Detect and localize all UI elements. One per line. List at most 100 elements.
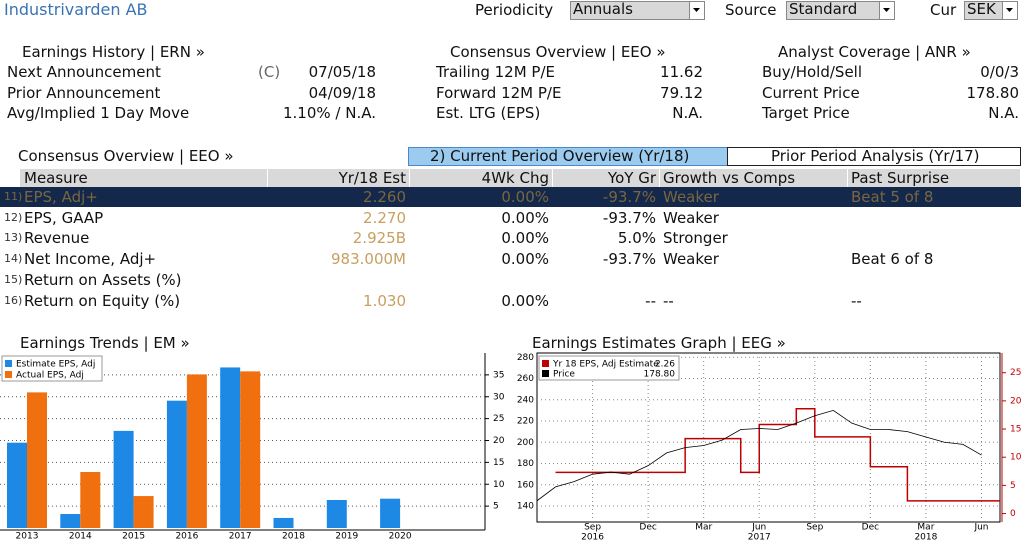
bar: [186, 374, 207, 528]
row-number: 16): [4, 293, 23, 307]
cell: 2.260: [363, 188, 406, 206]
y2-tick-label: 15: [1010, 425, 1021, 435]
section-title[interactable]: Analyst Coverage | ANR »: [778, 43, 971, 61]
arrow-icon: [883, 8, 890, 12]
y-tick-label: 15: [493, 458, 504, 468]
y-tick-label: 140: [517, 502, 534, 512]
row-number: 11): [4, 190, 23, 203]
x-tick-label: Dec: [862, 523, 879, 533]
legend-label: Estimate EPS, Adj: [16, 360, 95, 370]
x-tick-label: Mar: [917, 523, 934, 533]
chart-title[interactable]: Earnings Estimates Graph | EEG »: [532, 334, 786, 352]
x-tick-label: Mar: [695, 523, 712, 533]
cell: 1.030: [363, 291, 406, 310]
section-title[interactable]: Consensus Overview | EEO »: [450, 43, 666, 61]
dropdown-value[interactable]: Standard: [789, 0, 858, 18]
section-title[interactable]: Earnings History | ERN »: [22, 43, 205, 61]
y-tick-label: 160: [517, 480, 534, 490]
y-tick-label: 280: [517, 353, 534, 363]
y-tick-label: 180: [517, 459, 534, 469]
summary-value: 0/0/3: [980, 63, 1019, 81]
summary-flag: (C): [258, 63, 281, 81]
column-header-cell: [660, 169, 847, 188]
summary-value: 07/05/18: [308, 63, 376, 81]
legend-value: 178.80: [644, 370, 676, 380]
y-tick-label: 200: [517, 438, 534, 448]
summary-value: 79.12: [660, 83, 703, 102]
column-header: Yr/18 Est: [338, 169, 406, 187]
control-label: Periodicity: [475, 1, 554, 19]
row-highlight: [0, 187, 1021, 207]
column-header: Growth vs Comps: [663, 169, 796, 187]
bar: [240, 371, 261, 528]
y-tick-label: 30: [493, 392, 505, 402]
cell: 0.00%: [501, 291, 549, 310]
control-label: Cur: [930, 1, 957, 19]
title: Industrivarden AB: [4, 0, 148, 19]
y-tick-label: 240: [517, 395, 534, 405]
cell: Weaker: [663, 250, 719, 269]
legend: [1, 355, 103, 382]
cell: 5.0%: [617, 229, 656, 248]
y2-tick-label: 10: [1010, 453, 1022, 463]
tab-label[interactable]: Prior Period Analysis (Yr/17): [771, 147, 980, 165]
x-tick-label: 2016: [175, 532, 198, 542]
summary-value: N.A.: [988, 104, 1019, 123]
summary-label: Trailing 12M P/E: [436, 63, 555, 81]
x-tick-label: 2018: [282, 532, 305, 542]
legend-value: 2.26: [655, 360, 675, 370]
cell: --: [663, 291, 674, 310]
y-tick-label: 5: [493, 502, 499, 512]
legend-swatch: [5, 360, 12, 367]
cell: 0.00%: [501, 229, 549, 248]
column-header-cell: [848, 169, 1020, 188]
summary-label: Next Announcement: [7, 63, 161, 81]
x-tick-label: 2019: [335, 532, 358, 542]
y-tick-label: 220: [517, 417, 534, 427]
table-title[interactable]: Consensus Overview | EEO »: [18, 147, 234, 165]
bar: [7, 442, 27, 528]
row-number: 15): [4, 272, 23, 286]
legend-label: Actual EPS, Adj: [16, 371, 84, 381]
summary-value: 11.62: [660, 63, 703, 81]
summary-label: Buy/Hold/Sell: [762, 63, 863, 81]
x-group-label: 2016: [581, 533, 604, 543]
bar: [80, 472, 101, 528]
x-tick-label: 2013: [16, 532, 39, 542]
tab[interactable]: [727, 147, 1021, 166]
measure: EPS, Adj+: [24, 188, 98, 206]
cell: 2.270: [363, 208, 406, 227]
legend-label: Yr 18 EPS, Adj Estimate: [552, 360, 659, 370]
tab-label[interactable]: 2) Current Period Overview (Yr/18): [430, 147, 690, 165]
x-tick-label: 2014: [69, 532, 92, 542]
measure: Return on Equity (%): [24, 291, 181, 310]
bar: [60, 514, 81, 528]
legend-swatch: [5, 371, 12, 378]
bar: [326, 500, 347, 528]
column-header: 4Wk Chg: [481, 169, 549, 187]
cell: Beat 6 of 8: [851, 250, 934, 269]
cell: 983.000M: [331, 250, 406, 269]
legend-swatch: [542, 370, 549, 377]
column-header: Measure: [24, 169, 88, 187]
x-group-label: 2018: [914, 533, 937, 543]
row-number: 14): [4, 252, 23, 266]
cell: -93.7%: [602, 250, 656, 269]
dropdown-value[interactable]: SEK: [967, 0, 996, 18]
y2-tick-label: 5: [1010, 481, 1016, 491]
row-number: 13): [4, 231, 23, 245]
legend-swatch: [542, 360, 549, 367]
cell: -93.7%: [602, 188, 656, 206]
summary-value: 04/09/18: [308, 83, 376, 102]
bar: [166, 400, 187, 528]
y-tick-label: 260: [517, 374, 534, 384]
dropdown-value[interactable]: Annuals: [573, 0, 633, 18]
summary-label: Prior Announcement: [7, 83, 161, 102]
chart-title[interactable]: Earnings Trends | EM »: [20, 334, 190, 352]
arrow-icon: [1006, 8, 1013, 12]
cell: Weaker: [663, 188, 719, 206]
bar: [113, 430, 134, 528]
cell: 2.925B: [352, 229, 406, 248]
measure: Revenue: [24, 229, 90, 248]
